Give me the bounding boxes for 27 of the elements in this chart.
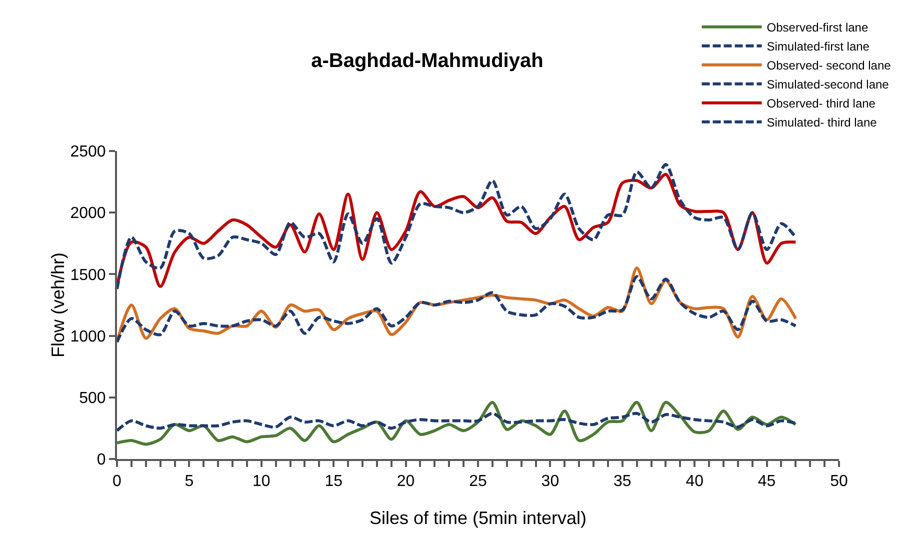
- x-tick-label: 50: [830, 473, 848, 490]
- x-tick-label: 35: [614, 473, 632, 490]
- x-tick-label: 45: [758, 473, 776, 490]
- legend-label: Simulated- third lane: [766, 116, 878, 130]
- x-tick-label: 10: [252, 473, 270, 490]
- x-tick-label: 15: [324, 473, 343, 490]
- x-tick-label: 20: [396, 473, 415, 490]
- legend-label: Observed- second lane: [766, 58, 892, 73]
- legend-label: Simulated-second lane: [766, 78, 890, 92]
- x-tick-label: 0: [112, 473, 122, 490]
- x-tick-label: 40: [686, 473, 704, 490]
- x-axis-title: Siles of time (5min interval): [369, 508, 587, 528]
- x-tick-label: 5: [184, 473, 194, 490]
- legend-label: Simulated-first lane: [766, 40, 870, 54]
- y-tick-label: 500: [79, 390, 106, 407]
- y-axis-title: Flow (veh/hr): [48, 252, 68, 358]
- legend-label: Observed-first lane: [766, 20, 868, 35]
- y-tick-label: 2000: [70, 205, 106, 222]
- y-tick-label: 0: [96, 452, 106, 469]
- y-tick-label: 1000: [70, 328, 106, 346]
- line-series: [117, 412, 798, 432]
- legend-label: Observed- third lane: [766, 96, 876, 111]
- chart-title: a-Baghdad-Mahmudiyah: [311, 50, 544, 72]
- x-tick-label: 30: [541, 473, 560, 490]
- x-tick-label: 25: [469, 473, 487, 490]
- y-tick-label: 2500: [70, 144, 106, 161]
- y-tick-label: 1500: [70, 266, 106, 284]
